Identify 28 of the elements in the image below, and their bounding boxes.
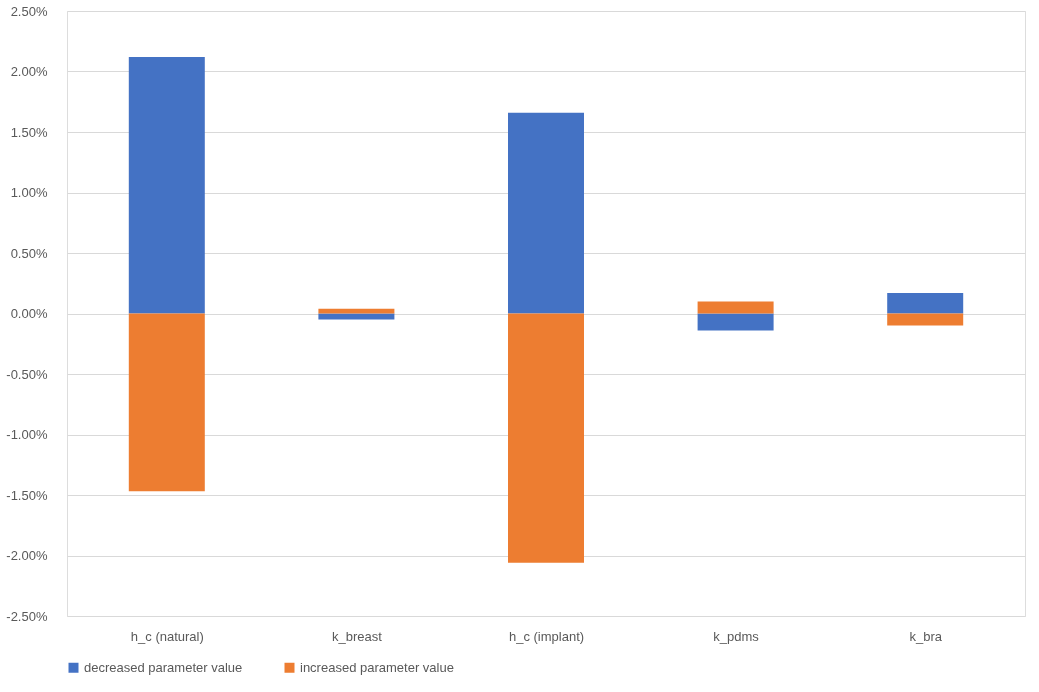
x-tick-label: h_c (implant) (508, 628, 585, 644)
bar (508, 313, 584, 563)
bar (697, 301, 774, 314)
bar (508, 112, 584, 314)
bar (128, 313, 205, 492)
bar (697, 313, 774, 331)
y-tick-label: -0.50% (6, 366, 48, 382)
y-tick-label: 1.50% (10, 124, 48, 140)
x-tick-label: k_pdms (713, 628, 760, 644)
y-tick-label: 1.00% (10, 185, 48, 200)
x-tick-label: h_c (natural) (130, 628, 204, 644)
bar (318, 313, 395, 320)
bar (887, 313, 964, 326)
legend-label: decreased parameter value (84, 659, 243, 675)
y-tick-label: 0.00% (10, 306, 48, 321)
y-tick-label: 0.50% (10, 245, 48, 261)
y-tick-label: 2.50% (10, 3, 48, 19)
y-tick-label: -1.00% (6, 427, 48, 442)
y-tick-label: -2.50% (6, 608, 48, 624)
y-tick-label: -2.00% (6, 548, 48, 563)
legend-label: increased parameter value (300, 659, 454, 675)
bar (128, 56, 205, 314)
x-tick-label: k_bra (909, 628, 943, 644)
y-tick-label: -1.50% (6, 487, 48, 503)
y-tick-label: 2.00% (10, 64, 48, 79)
bar (318, 308, 395, 314)
x-tick-label: k_breast (331, 628, 383, 644)
bar (887, 292, 964, 314)
